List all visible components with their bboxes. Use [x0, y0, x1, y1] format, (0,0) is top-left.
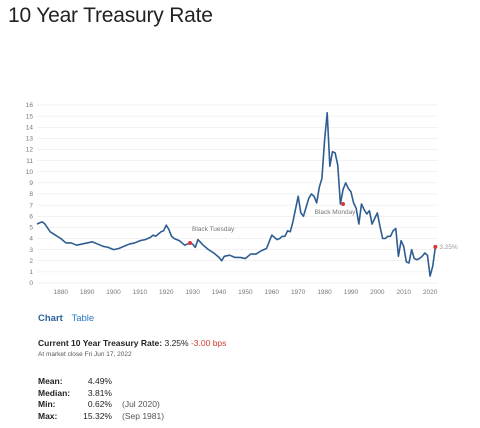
chart-gridlines: [37, 104, 438, 284]
current-rate-change: -3.00 bps: [190, 338, 227, 348]
tab-chart[interactable]: Chart: [38, 313, 63, 324]
stat-value: 4.49%: [87, 376, 112, 386]
black-tuesday-marker: [188, 240, 193, 245]
x-tick-label: 2010: [396, 289, 411, 296]
x-tick-label: 1930: [185, 289, 200, 296]
current-value-marker: [433, 244, 438, 249]
x-tick-label: 2000: [370, 289, 385, 296]
stat-min-row: Min: 0.62% (Jul 2020): [38, 399, 164, 411]
current-rate-label: Current 10 Year Treasury Rate:: [38, 338, 163, 348]
x-tick-label: 1920: [159, 289, 174, 296]
x-tick-label: 1900: [106, 289, 121, 296]
chart-series: [36, 111, 437, 277]
stat-date: (Jul 2020): [122, 399, 160, 409]
x-tick-label: 1890: [80, 289, 95, 296]
y-tick-label: 16: [26, 102, 34, 109]
current-rate-value: 3.25%: [164, 338, 189, 348]
stat-value: 0.62%: [87, 399, 112, 409]
y-tick-label: 10: [26, 169, 34, 176]
current-rate-line: Current 10 Year Treasury Rate: 3.25% -3.…: [38, 338, 226, 348]
current-value-label: 3.25%: [439, 244, 458, 251]
y-tick-label: 11: [26, 158, 33, 165]
stat-value: 15.32%: [83, 410, 112, 421]
view-tabs: Chart Table: [38, 313, 100, 324]
x-tick-label: 1980: [317, 289, 332, 296]
stat-label: Median:: [38, 387, 71, 398]
page-title: 10 Year Treasury Rate: [8, 4, 213, 27]
summary-stats: Mean: 4.49% Median: 3.81% Min: 0.62% (Jul 20…: [38, 376, 164, 422]
y-tick-label: 8: [29, 191, 33, 198]
stat-label: Min:: [38, 399, 56, 409]
rate-series-line: [36, 111, 437, 277]
stat-label: Max:: [38, 410, 58, 421]
x-tick-label: 1880: [54, 289, 69, 296]
y-tick-label: 6: [29, 213, 33, 220]
black-monday-label: Black Monday: [315, 209, 357, 216]
y-tick-label: 5: [29, 225, 33, 232]
y-tick-label: 9: [29, 180, 33, 187]
x-tick-label: 1940: [212, 289, 227, 296]
chart-annotations: Black Tuesday Black Monday 3.25%: [188, 202, 458, 251]
y-tick-label: 13: [26, 136, 34, 143]
tab-table[interactable]: Table: [71, 313, 95, 324]
x-tick-label: 1960: [265, 289, 280, 296]
y-tick-label: 14: [26, 124, 34, 131]
black-tuesday-label: Black Tuesday: [192, 226, 235, 233]
market-close-note: At market close Fri Jun 17, 2022: [38, 351, 132, 358]
stat-max-row: Max: 15.32% (Sep 1981): [38, 411, 164, 423]
stat-label: Mean:: [38, 376, 63, 386]
x-axis-tick-labels: 1880 1890 1900 1910 1920 1930 1940 1950 1960 1970…: [54, 289, 438, 296]
y-tick-label: 0: [29, 280, 33, 287]
y-tick-label: 15: [26, 113, 34, 120]
y-tick-label: 2: [29, 258, 33, 265]
y-tick-label: 4: [29, 236, 33, 243]
x-tick-label: 1990: [344, 289, 359, 296]
stat-median-row: Median: 3.81%: [38, 388, 164, 400]
stat-mean-row: Mean: 4.49%: [38, 376, 164, 388]
y-tick-label: 12: [26, 147, 34, 154]
y-tick-label: 7: [29, 202, 33, 209]
x-tick-label: 1950: [238, 289, 253, 296]
x-tick-label: 2020: [423, 289, 438, 296]
x-tick-label: 1970: [291, 289, 306, 296]
stat-value: 3.81%: [87, 387, 112, 398]
y-tick-label: 3: [29, 247, 33, 254]
x-tick-label: 1910: [133, 289, 148, 296]
stat-date: (Sep 1981): [122, 410, 165, 421]
black-monday-marker: [341, 202, 346, 207]
y-tick-label: 1: [29, 269, 33, 276]
